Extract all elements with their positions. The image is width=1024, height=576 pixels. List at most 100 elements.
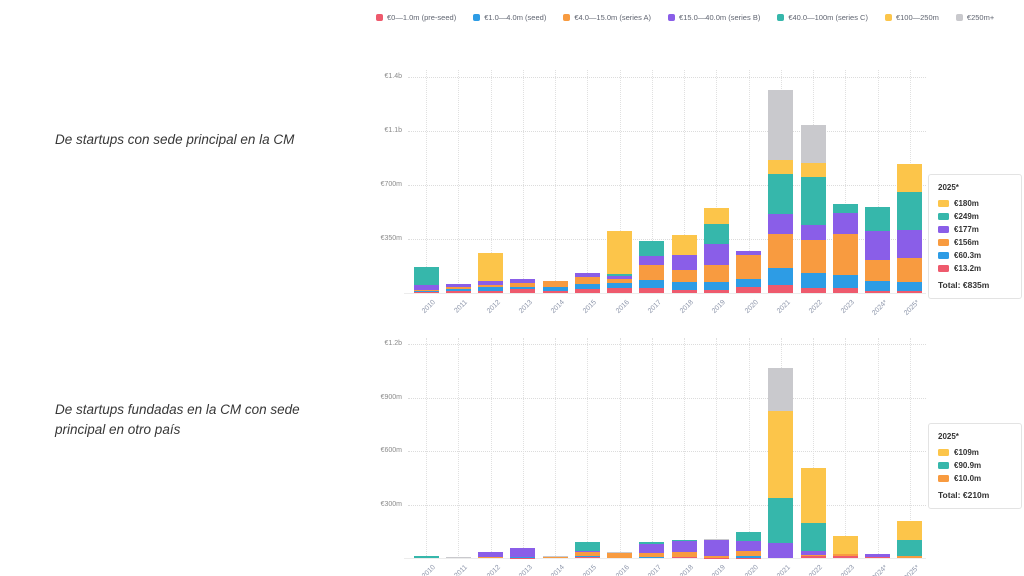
panel-swatch-icon (938, 213, 949, 220)
bar-segment-2022-mega (800, 124, 826, 164)
bar-segment-2025-series_c (897, 540, 923, 557)
gridline-v (619, 338, 621, 558)
bar-segment-2015-seed (574, 555, 600, 558)
bar-segment-2020-series_b (736, 541, 761, 552)
panel-title: 2025* (938, 432, 959, 441)
legend-item-series_c: €40.0—100m (series C) (777, 13, 868, 22)
highlight-panel-2025-top: 2025* €180m €249m €177m €156m €60.3m €13.2m Tot… (928, 174, 1022, 299)
gridline-v (813, 70, 814, 293)
panel-row: €60.3m (938, 251, 1012, 260)
panel-swatch-icon (938, 475, 949, 482)
bar-segment-2014-seed (542, 287, 568, 291)
bar-segment-2024-series_b (865, 553, 890, 558)
y-axis-tick-label: €900m (380, 393, 402, 401)
x-axis-tick-label: 2011 (453, 299, 470, 315)
bar-segment-2015-pre_seed (574, 557, 600, 558)
bar-segment-2016-large (607, 230, 632, 275)
bar-segment-2021-large (768, 159, 794, 175)
seed-swatch-icon (473, 14, 481, 21)
bar-segment-2018-series_a (671, 552, 697, 558)
panel-row-value: €109m (954, 448, 979, 457)
bar-segment-2017-series_b (639, 256, 665, 266)
bar-segment-2022-series_b (800, 225, 826, 240)
bar-segment-2018-series_b (671, 254, 697, 270)
bar-segment-2018-seed (671, 282, 697, 290)
bar-segment-2018-series_c (671, 539, 697, 541)
chart1-title: De startups con sede principal en la CM (55, 132, 295, 147)
bar-segment-2021-pre_seed (768, 285, 794, 293)
bar-segment-2023-large (832, 536, 858, 554)
panel-row-value: €10.0m (954, 474, 982, 483)
bar-segment-2023-series_b (832, 212, 858, 234)
series_c-swatch-icon (777, 14, 785, 21)
series_b-swatch-icon (668, 14, 676, 21)
bar-segment-2010-seed (413, 291, 439, 293)
large-swatch-icon (884, 14, 892, 21)
bar-segment-2010-series_c (413, 556, 439, 558)
bar-segment-2010-series_b (413, 284, 439, 290)
bar-segment-2021-mega (768, 367, 794, 412)
bar-segment-2019-seed (703, 282, 729, 290)
gridline-v (684, 70, 685, 293)
x-axis-tick-label: 2025* (902, 299, 921, 317)
gridline-h (408, 451, 926, 452)
bar-segment-2023-seed (832, 274, 858, 289)
bar-segment-2022-series_a (800, 554, 826, 557)
bar-segment-2012-series_a (478, 556, 503, 558)
bar-segment-2015-series_b (574, 550, 600, 552)
x-axis-tick-label: 2013 (517, 564, 534, 576)
bar-segment-2017-series_b (639, 544, 665, 554)
panel-row-value: €180m (954, 199, 979, 208)
gridline-v (587, 70, 589, 293)
bar-segment-2025-large (897, 520, 923, 540)
bar-segment-2016-seed (607, 283, 632, 289)
bar-segment-2016-series_b (607, 276, 632, 279)
gridline-v (555, 338, 556, 558)
bar-segment-2023-pre_seed (832, 556, 858, 558)
pre_seed-swatch-icon (376, 14, 383, 21)
bar-segment-2018-pre_seed (671, 557, 697, 558)
x-axis-tick-label: 2020 (743, 564, 760, 576)
legend-item-label: €40.0—100m (series C) (788, 13, 868, 22)
bar-segment-2018-series_a (671, 269, 697, 283)
bar-segment-2017-series_c (639, 542, 665, 545)
gridline-v (458, 70, 460, 293)
bar-segment-2015-series_c (574, 542, 600, 551)
bar-segment-2012-series_a (478, 284, 503, 287)
y-axis-tick-label: €300m (380, 500, 402, 508)
bar-segment-2017-seed (639, 557, 665, 558)
bar-segment-2019-series_a (703, 264, 729, 283)
bar-segment-2021-mega (768, 90, 794, 160)
bar-segment-2019-large (703, 208, 729, 224)
bar-segment-2010-series_c (413, 267, 439, 285)
bar-segment-2021-series_a (768, 233, 794, 268)
x-axis-tick-label: 2010 (420, 299, 437, 315)
bar-segment-2022-large (800, 163, 826, 177)
bar-segment-2022-series_c (800, 176, 826, 226)
bar-segment-2018-pre_seed (671, 289, 697, 293)
panel-swatch-icon (938, 226, 949, 233)
bar-segment-2023-pre_seed (832, 288, 858, 293)
gridline-h (408, 77, 926, 78)
bar-segment-2019-series_b (703, 539, 729, 556)
gridline-v (780, 338, 782, 558)
x-axis-tick-label: 2011 (453, 564, 470, 576)
gridline-h (408, 131, 926, 132)
bar-segment-2022-pre_seed (800, 556, 826, 558)
bar-segment-2016-mega (607, 551, 632, 553)
x-axis-line (404, 293, 926, 294)
bar-segment-2018-series_b (671, 540, 697, 553)
gridline-v (748, 338, 750, 558)
bar-segment-2025-large (897, 164, 923, 192)
x-axis-tick-label: 2024* (870, 564, 889, 576)
panel-row-value: €156m (954, 238, 979, 247)
gridline-v (490, 338, 492, 558)
gridline-h (408, 397, 926, 399)
legend-item-series_b: €15.0—40.0m (series B) (668, 13, 760, 22)
legend-item-mega: €250m+ (955, 13, 994, 22)
bar-segment-2015-series_a (574, 551, 600, 556)
x-axis-line (404, 558, 926, 559)
series_a-swatch-icon (563, 14, 571, 21)
